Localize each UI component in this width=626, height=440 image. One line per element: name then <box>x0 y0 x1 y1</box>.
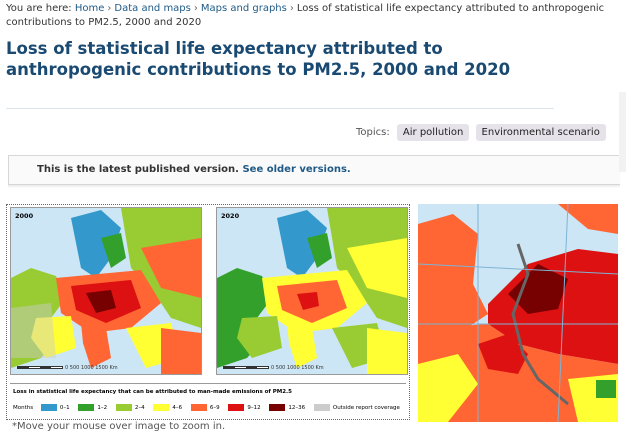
map-2000-scalebar: 0 500 1000 1500 Km <box>17 365 118 371</box>
legend-item: 0–1 <box>40 404 70 411</box>
breadcrumb: You are here: Home › Data and maps › Maps an… <box>6 2 618 30</box>
notice-shadow <box>8 185 620 188</box>
breadcrumb-data-maps-link[interactable]: Data and maps <box>114 3 191 14</box>
page-edge-strip <box>619 92 626 172</box>
legend-swatch-4-6 <box>153 404 170 411</box>
legend-swatch-1-2 <box>78 404 95 411</box>
breadcrumb-home-link[interactable]: Home <box>74 3 105 14</box>
europe-map-2020-graphic <box>217 208 407 374</box>
topics-bar: Topics: Air pollution Environmental scen… <box>356 124 609 144</box>
breadcrumb-separator: › <box>193 3 198 14</box>
legend-title: Loss in statistical life expectancy that… <box>13 389 292 395</box>
zoom-hint: *Move your mouse over image to zoom in. <box>12 421 226 432</box>
legend-swatch-12-36 <box>269 404 286 411</box>
breadcrumb-maps-graphs-link[interactable]: Maps and graphs <box>200 3 287 14</box>
legend-unit: Months <box>13 404 34 411</box>
legend-swatch-9-12 <box>228 404 245 411</box>
legend-item: 2–4 <box>115 404 145 411</box>
legend-item: 12–36 <box>269 404 305 411</box>
legend-swatch-0-1 <box>40 404 57 411</box>
legend-item: 4–6 <box>153 404 182 411</box>
map-2000-year-label: 2000 <box>15 212 34 220</box>
legend-item: 1–2 <box>78 404 107 411</box>
breadcrumb-prefix: You are here: <box>6 3 72 14</box>
europe-map-2000-graphic <box>11 208 201 374</box>
breadcrumb-separator: › <box>289 3 294 14</box>
legend-item: 9–12 <box>228 404 261 411</box>
map-2020: 2020 0 500 1000 1500 Km <box>216 207 408 375</box>
figure-image[interactable]: 2000 0 500 1000 1500 Km 2020 0 500 1000 … <box>6 204 410 420</box>
map-2020-scalebar: 0 500 1000 1500 Km <box>223 365 324 371</box>
map-legend: Loss in statistical life expectancy that… <box>10 383 406 417</box>
map-2020-year-label: 2020 <box>221 212 240 220</box>
version-notice: This is the latest published version. Se… <box>8 155 620 185</box>
version-notice-text: This is the latest published version. <box>37 164 239 175</box>
legend-item: Outside report coverage <box>313 404 400 411</box>
legend-item: 6–9 <box>190 404 220 411</box>
topics-label: Topics: <box>356 127 390 138</box>
zoom-preview[interactable] <box>418 204 618 422</box>
breadcrumb-separator: › <box>107 3 112 14</box>
legend-swatch-6-9 <box>190 404 207 411</box>
topic-tag-air-pollution[interactable]: Air pollution <box>396 124 470 141</box>
breadcrumb-current: Loss of statistical life expectancy attr… <box>6 3 605 28</box>
zoom-map-graphic <box>418 204 618 422</box>
legend-swatch-outside <box>313 404 330 411</box>
title-divider <box>6 108 554 109</box>
legend-swatch-2-4 <box>115 404 132 411</box>
page-title: Loss of statistical life expectancy attr… <box>6 39 511 79</box>
map-2000: 2000 0 500 1000 1500 Km <box>10 207 202 375</box>
topic-tag-environmental-scenario[interactable]: Environmental scenario <box>475 124 606 141</box>
legend-row: Months 0–1 1–2 2–4 4–6 6–9 9–12 12–36 Ou… <box>13 404 407 411</box>
older-versions-link[interactable]: See older versions. <box>242 164 351 175</box>
